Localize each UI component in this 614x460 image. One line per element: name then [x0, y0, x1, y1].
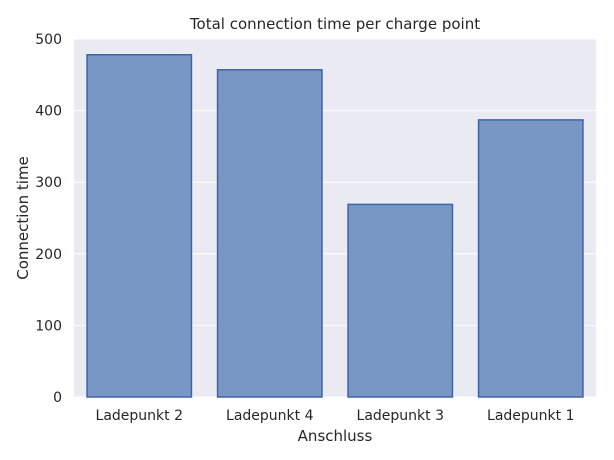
x-tick-label: Ladepunkt 1: [487, 408, 574, 424]
y-tick-label: 200: [35, 247, 62, 263]
y-axis-ticks: 0 100 200 300 400 500: [35, 32, 62, 406]
x-axis-title: Anschluss: [298, 427, 373, 445]
x-tick-label: Ladepunkt 3: [357, 408, 444, 424]
y-tick-label: 100: [35, 318, 62, 334]
bar: [86, 54, 193, 398]
bar: [477, 119, 584, 398]
x-tick-label: Ladepunkt 4: [226, 408, 314, 424]
x-axis-ticks: Ladepunkt 2 Ladepunkt 4 Ladepunkt 3 Ladepun…: [96, 408, 575, 424]
y-axis-title: Connection time: [14, 156, 32, 280]
y-tick-label: 500: [35, 32, 62, 48]
bar: [347, 203, 454, 398]
y-tick-label: 0: [53, 390, 62, 406]
x-tick-label: Ladepunkt 2: [96, 408, 183, 424]
bar: [216, 69, 323, 398]
y-tick-label: 400: [35, 104, 62, 120]
chart-title: Total connection time per charge point: [189, 15, 480, 33]
bars: [86, 54, 584, 398]
y-tick-label: 300: [35, 175, 62, 191]
